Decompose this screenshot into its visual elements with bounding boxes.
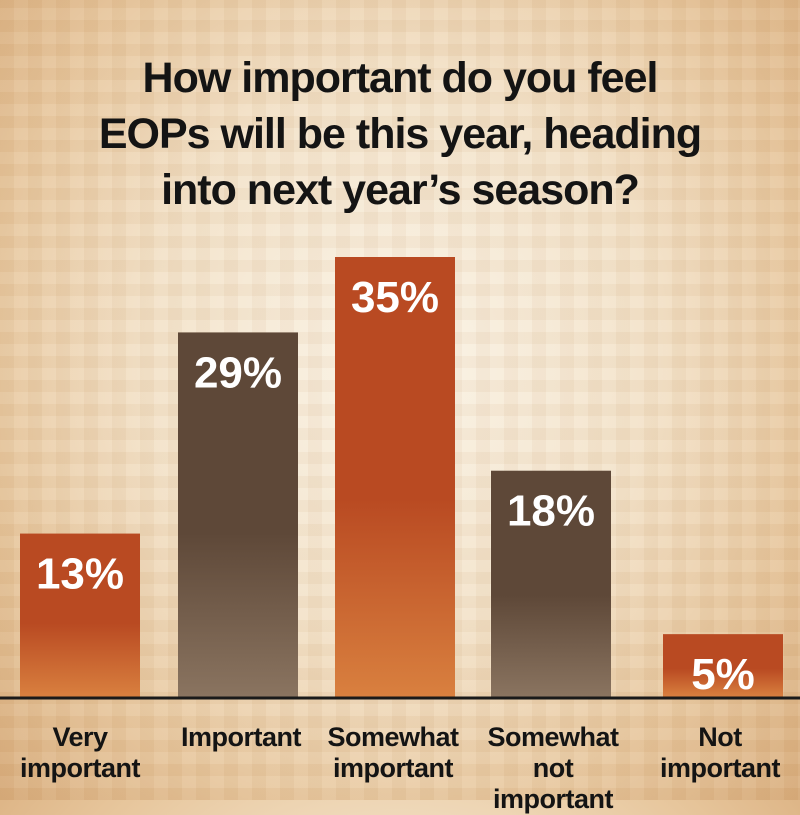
bar-1 xyxy=(178,332,298,697)
category-label-somewhat-important: Somewhat important xyxy=(327,722,459,783)
bar-value-label-4: 5% xyxy=(691,650,755,699)
bar-4 xyxy=(663,634,783,697)
category-label-not-important: Not important xyxy=(660,722,781,783)
category-label-important: Important xyxy=(181,722,302,752)
title-line-3: into next year’s season? xyxy=(161,166,640,214)
bars-group: 13% 29% 35% 18% 5% xyxy=(20,257,783,699)
bar-value-label-2: 35% xyxy=(351,273,439,322)
bar-value-label-0: 13% xyxy=(36,550,124,599)
title-line-1: How important do you feel xyxy=(142,54,659,102)
chart-title: How important do you feel EOPs will be t… xyxy=(0,50,800,218)
bar-value-label-3: 18% xyxy=(507,487,595,536)
category-label-somewhat-not-important: Somewhat not important xyxy=(487,722,619,814)
title-line-2: EOPs will be this year, heading xyxy=(98,110,702,158)
bar-2 xyxy=(335,257,455,697)
category-label-very-important: Very important xyxy=(20,722,141,783)
bar-3 xyxy=(491,470,611,697)
bar-value-label-1: 29% xyxy=(194,348,282,397)
bar-0 xyxy=(20,533,140,697)
